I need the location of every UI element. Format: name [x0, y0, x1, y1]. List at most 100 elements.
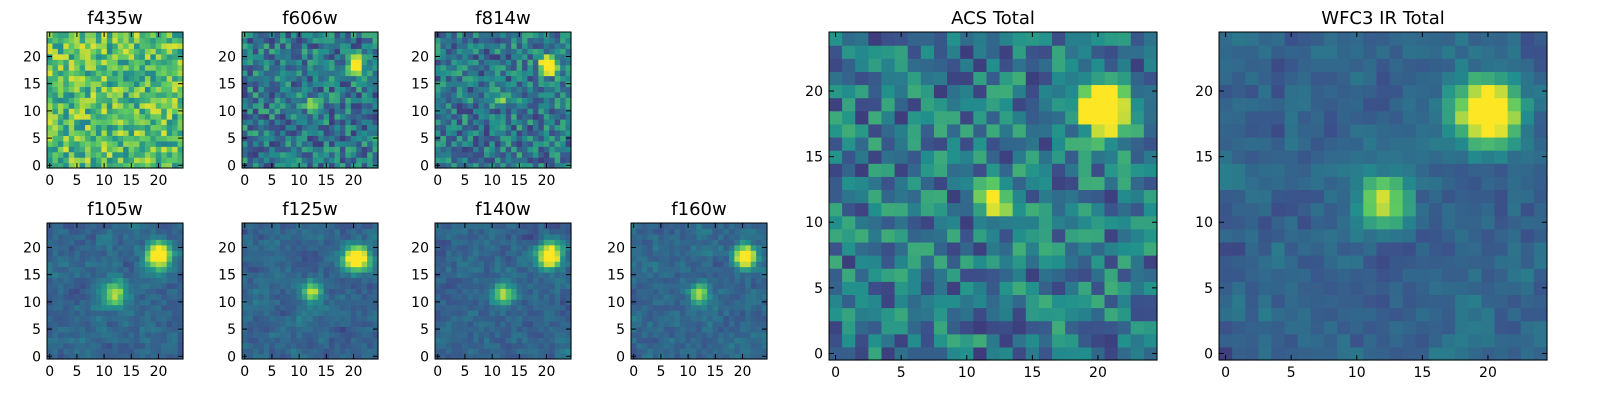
heatmap-cell [734, 239, 741, 246]
heatmap-cell [440, 326, 447, 333]
heatmap-cell [252, 320, 259, 327]
heatmap-cell [247, 304, 254, 311]
heatmap-cell [356, 53, 363, 60]
heatmap-cell [139, 342, 146, 349]
heatmap-cell [532, 157, 539, 164]
heatmap-cell [177, 37, 184, 44]
heatmap-cell [123, 59, 130, 66]
heatmap-cell [318, 261, 325, 268]
heatmap-cell [728, 282, 735, 289]
heatmap-cell [350, 108, 357, 115]
heatmap-cell [761, 277, 768, 284]
heatmap-cell [329, 223, 336, 230]
heatmap-cell [63, 37, 70, 44]
heatmap-cell [307, 53, 314, 60]
heatmap-cell [117, 271, 124, 278]
heatmap-cell [134, 266, 141, 273]
heatmap-cell [242, 348, 249, 355]
heatmap-cell [329, 129, 336, 136]
heatmap-cell [79, 37, 86, 44]
heatmap-cell [636, 342, 643, 349]
heatmap-cell [750, 223, 757, 230]
heatmap-cell [290, 124, 297, 131]
heatmap-cell [150, 299, 157, 306]
heatmap-cell [483, 337, 490, 344]
heatmap-cell [79, 151, 86, 158]
heatmap-cell [445, 70, 452, 77]
heatmap-cell [445, 91, 452, 98]
heatmap-cell [451, 326, 458, 333]
heatmap-cell [685, 277, 692, 284]
heatmap-cell [161, 239, 168, 246]
heatmap-cell [307, 342, 314, 349]
heatmap-cell [723, 239, 730, 246]
heatmap-cell [489, 315, 496, 322]
heatmap-cell [274, 102, 281, 109]
heatmap-cell [318, 266, 325, 273]
heatmap-cell [345, 255, 352, 262]
heatmap-cell [483, 97, 490, 104]
heatmap-cell [290, 233, 297, 240]
heatmap-cell [280, 48, 287, 55]
heatmap-cell [134, 342, 141, 349]
heatmap-cell [263, 140, 270, 147]
heatmap-cell [117, 250, 124, 257]
heatmap-cell [707, 239, 714, 246]
heatmap-cell [68, 162, 75, 169]
heatmap-cell [242, 342, 249, 349]
heatmap-cell [641, 261, 648, 268]
heatmap-cell [301, 299, 308, 306]
heatmap-cell [280, 228, 287, 235]
heatmap-cell [532, 271, 539, 278]
heatmap-cell [139, 233, 146, 240]
heatmap-cell [494, 86, 501, 93]
heatmap-cell [301, 91, 308, 98]
heatmap-cell [123, 146, 130, 153]
heatmap-cell [323, 233, 330, 240]
heatmap-cell [440, 223, 447, 230]
heatmap-cell [532, 70, 539, 77]
heatmap-cell [560, 288, 567, 295]
heatmap-cell [155, 331, 162, 338]
heatmap-cell [565, 223, 572, 230]
heatmap-cell [532, 261, 539, 268]
heatmap-cell [527, 233, 534, 240]
heatmap-cell [144, 48, 151, 55]
heatmap-cell [177, 59, 184, 66]
heatmap-cell [718, 277, 725, 284]
heatmap-cell [636, 255, 643, 262]
heatmap-cell [516, 91, 523, 98]
heatmap-cell [52, 140, 59, 147]
heatmap-cell [532, 233, 539, 240]
heatmap-cell [134, 244, 141, 251]
heatmap-cell [462, 320, 469, 327]
heatmap-cell [532, 337, 539, 344]
heatmap-cell [47, 157, 54, 164]
heatmap-cell [473, 244, 480, 251]
heatmap-cell [296, 140, 303, 147]
heatmap-cell [907, 150, 922, 164]
heatmap-cell [881, 268, 896, 282]
heatmap-cell [478, 53, 485, 60]
heatmap-cell [973, 268, 988, 282]
heatmap-cell [247, 250, 254, 257]
heatmap-cell [473, 129, 480, 136]
heatmap-cell [161, 59, 168, 66]
heatmap-cell [696, 223, 703, 230]
heatmap-cell [345, 75, 352, 82]
heatmap-cell [565, 348, 572, 355]
heatmap-cell [685, 320, 692, 327]
heatmap-cell [761, 223, 768, 230]
heatmap-cell [323, 288, 330, 295]
heatmap-cell [74, 151, 81, 158]
heatmap-cell [494, 315, 501, 322]
heatmap-cell [79, 288, 86, 295]
heatmap-cell [85, 277, 92, 284]
heatmap-cell [339, 157, 346, 164]
heatmap-cell [690, 250, 697, 257]
heatmap-cell [478, 59, 485, 66]
heatmap-cell [440, 86, 447, 93]
heatmap-cell [290, 86, 297, 93]
heatmap-cell [745, 233, 752, 240]
heatmap-cell [679, 261, 686, 268]
